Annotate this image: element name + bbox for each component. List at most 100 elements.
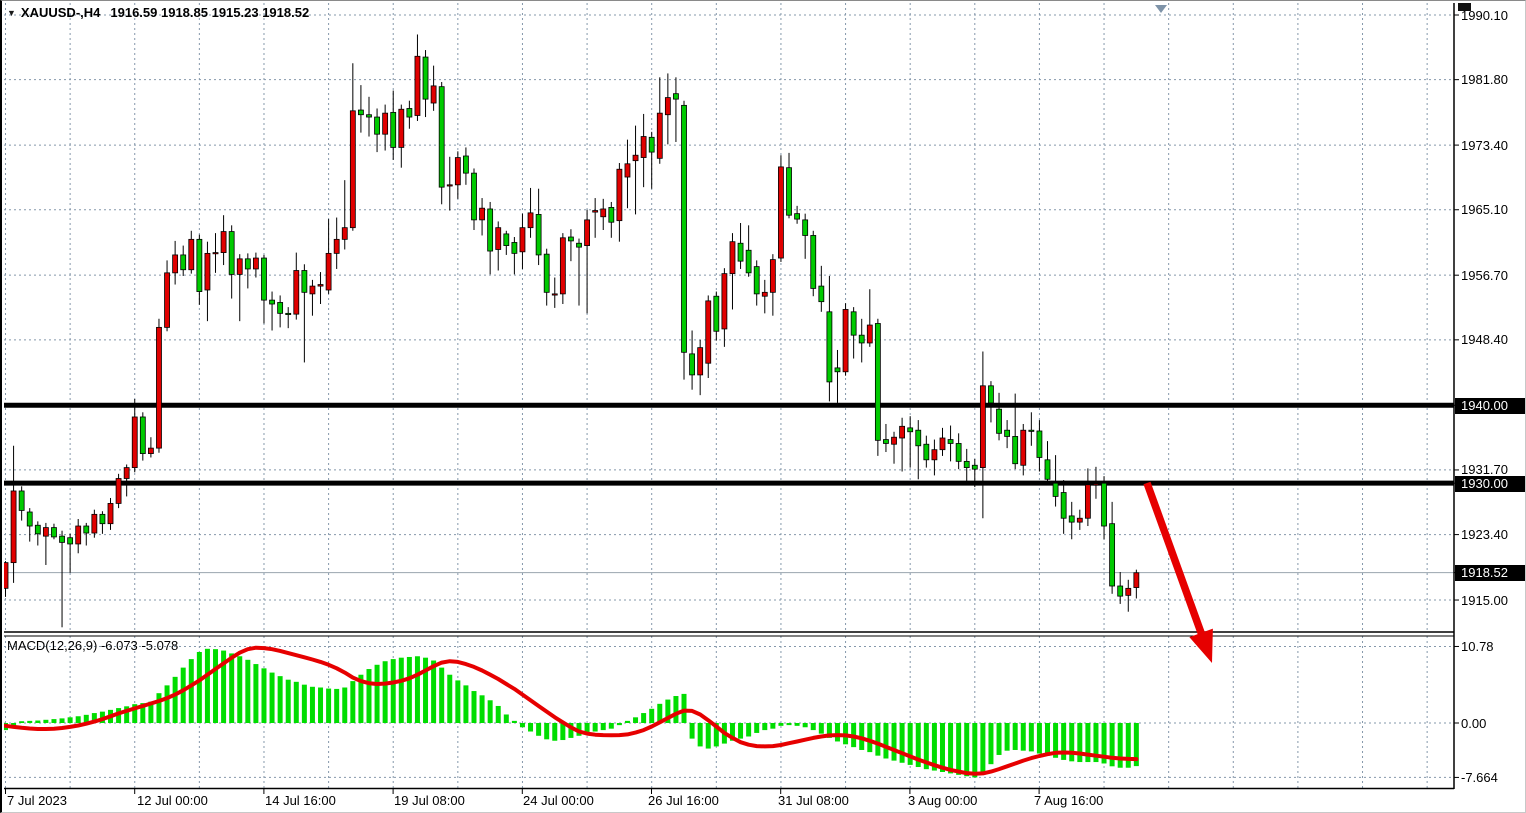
candle [979, 351, 986, 519]
candle [786, 152, 792, 219]
macd-indicator-label: MACD(12,26,9) -6.073 -5.078 [7, 638, 179, 653]
macd-histogram-bar [956, 723, 962, 775]
candle-body [592, 210, 599, 213]
candle-body [1044, 459, 1051, 480]
trend-arrow[interactable] [1143, 481, 1213, 663]
price-axis-label: 1990.10 [1461, 7, 1508, 23]
candle-body [301, 270, 308, 293]
price-axis-label: 1981.80 [1461, 72, 1508, 88]
candle-body [1109, 523, 1116, 587]
candle-body [632, 154, 639, 162]
candle [309, 279, 316, 316]
candle [559, 233, 566, 305]
time-axis-label: 7 Aug 16:00 [1034, 793, 1104, 808]
candle-body [83, 525, 90, 534]
macd-pane[interactable] [3, 636, 1454, 788]
candle [737, 222, 744, 269]
candle [527, 187, 534, 238]
candle [842, 303, 849, 376]
candle [139, 412, 146, 461]
candle [778, 155, 784, 262]
candle [51, 523, 57, 540]
macd-histogram-bar [867, 723, 873, 753]
candle [963, 448, 970, 484]
price-axis-label: 1973.40 [1461, 137, 1508, 153]
candle-body [923, 443, 930, 461]
macd-histogram-bar [1053, 723, 1059, 758]
candle-body [576, 242, 582, 248]
macd-histogram-bar [528, 723, 534, 732]
candle-body [422, 56, 429, 100]
macd-histogram-bar [705, 723, 711, 749]
macd-histogram-bar [366, 669, 372, 723]
macd-histogram-bar [600, 723, 606, 731]
candle-body [689, 353, 695, 376]
candle-body [971, 464, 978, 470]
macd-histogram-bar [180, 667, 186, 723]
candle [172, 240, 179, 285]
candle-body [406, 108, 413, 118]
candle [212, 233, 219, 273]
macd-histogram-bar [261, 668, 267, 723]
macd-histogram-bar [116, 708, 122, 723]
candle-body [188, 238, 195, 271]
candle-body [374, 116, 380, 135]
candle [236, 254, 243, 322]
candle-body [648, 136, 655, 153]
candle [624, 139, 631, 209]
candle-body [358, 109, 364, 116]
candle [1117, 571, 1124, 604]
macd-histogram-bar [91, 713, 97, 723]
candle [196, 234, 203, 305]
candle-body [487, 208, 494, 252]
candle [866, 289, 873, 347]
candle [1133, 569, 1140, 599]
candle-body [1060, 492, 1067, 519]
candle-body [664, 97, 671, 116]
candle [713, 291, 720, 341]
macd-histogram-bar [891, 723, 897, 761]
candle-body [640, 136, 647, 158]
candle [535, 188, 542, 266]
candle-body [697, 347, 704, 376]
candle-body [818, 285, 825, 303]
symbol-dropdown-icon[interactable]: ▼ [7, 8, 16, 18]
price-pane[interactable] [3, 3, 1454, 631]
macd-histogram-bar [746, 723, 752, 737]
trend-arrow-shaft[interactable] [1143, 481, 1207, 638]
candle [1060, 480, 1067, 534]
candle [406, 100, 413, 129]
candle [99, 511, 106, 534]
scroll-to-end-marker[interactable] [1155, 5, 1167, 13]
candle [1068, 501, 1075, 540]
macd-histogram-bar [511, 720, 517, 723]
axis-corner-marker [1458, 3, 1471, 11]
candle [1036, 420, 1043, 472]
candle-body [737, 242, 744, 262]
macd-histogram-bar [51, 719, 57, 723]
candle-body [543, 253, 550, 293]
candle-body [1012, 436, 1019, 465]
time-axis-label: 3 Aug 00:00 [908, 793, 978, 808]
candle [253, 252, 259, 278]
macd-histogram-bar [560, 723, 566, 741]
candle [131, 399, 138, 473]
candle [1004, 420, 1011, 449]
macd-histogram-bar [374, 664, 380, 723]
macd-histogram-bar [931, 723, 937, 771]
macd-histogram-bar [972, 723, 978, 778]
candle-body [963, 460, 970, 468]
candle [293, 252, 300, 320]
macd-histogram-bar [1117, 723, 1123, 768]
candle [1093, 466, 1099, 499]
candle [91, 509, 98, 538]
trend-arrow-head[interactable] [1189, 628, 1213, 663]
candle-body [430, 85, 437, 104]
time-axis-label: 12 Jul 00:00 [137, 793, 208, 808]
macd-histogram-bar [447, 674, 453, 723]
macd-histogram-bar [519, 723, 525, 728]
price-axis-label: 1956.70 [1461, 267, 1508, 283]
candle-body [269, 299, 275, 305]
candle-body [568, 236, 574, 242]
